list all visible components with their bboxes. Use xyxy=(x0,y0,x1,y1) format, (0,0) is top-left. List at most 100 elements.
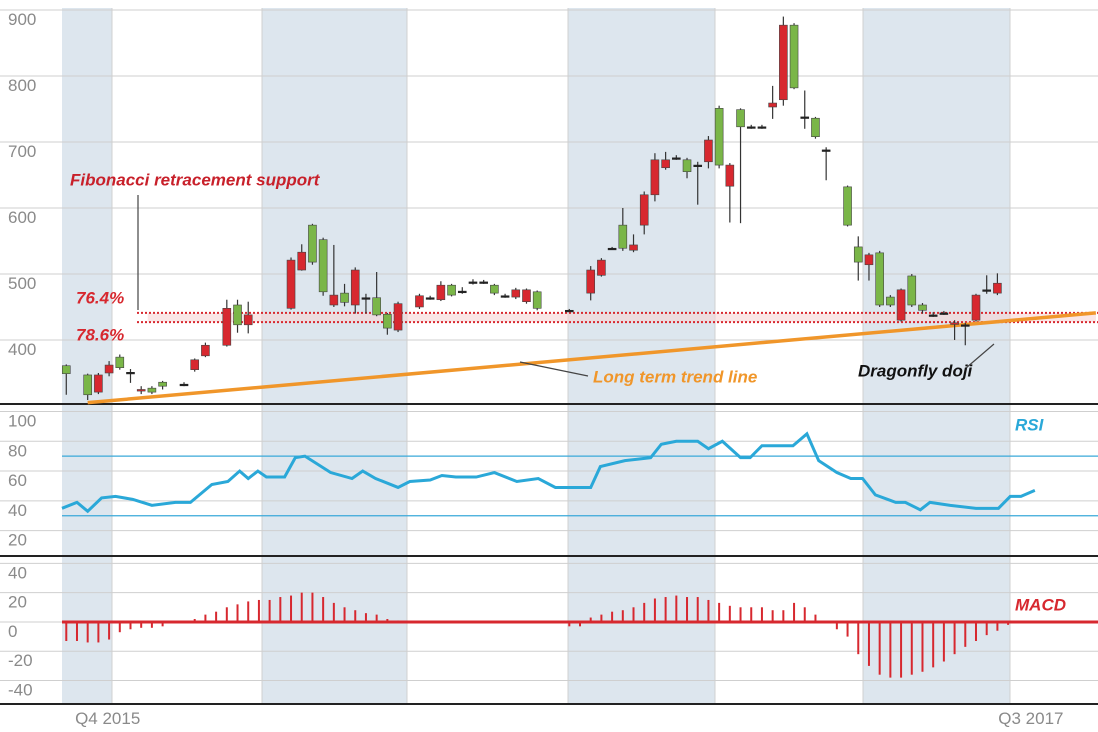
macd-bar xyxy=(364,613,367,622)
candle-body xyxy=(350,269,360,306)
macd-bar xyxy=(354,610,357,622)
macd-bar xyxy=(600,614,603,622)
candle-body xyxy=(179,383,189,387)
y-tick-label: -40 xyxy=(8,681,33,700)
candle-body xyxy=(661,159,670,169)
candle-body xyxy=(789,24,799,89)
macd-bar xyxy=(686,597,689,622)
candle-body xyxy=(800,116,810,119)
macd-bar xyxy=(343,607,346,622)
candle-body xyxy=(372,297,381,316)
candle-body xyxy=(243,314,253,326)
macd-bar xyxy=(632,607,635,622)
macd-bar xyxy=(664,597,667,622)
y-tick-label: 80 xyxy=(8,441,27,460)
macd-bar xyxy=(878,621,881,675)
macd-bar xyxy=(215,611,218,622)
macd-bar xyxy=(236,604,239,622)
macd-bar xyxy=(118,621,121,633)
candle-body xyxy=(104,364,114,374)
candle-body xyxy=(779,24,788,101)
candle-body xyxy=(907,275,917,306)
macd-bar xyxy=(279,597,282,622)
macd-bar xyxy=(161,621,164,627)
macd-bar xyxy=(290,595,293,622)
macd-bar xyxy=(150,621,153,628)
macd-bar xyxy=(247,601,250,622)
fib-level-label: 78.6% xyxy=(76,326,124,345)
candle-body xyxy=(928,314,938,317)
candle-body xyxy=(83,374,92,396)
y-tick-label: 400 xyxy=(8,340,36,359)
y-tick-label: 20 xyxy=(8,593,27,612)
macd-bar xyxy=(589,617,592,622)
candle-body xyxy=(383,313,392,329)
candle-body xyxy=(61,365,71,374)
macd-bar xyxy=(375,614,378,622)
candle-body xyxy=(950,322,959,325)
candle-body xyxy=(361,297,371,300)
candle-body xyxy=(918,304,927,311)
candle-body xyxy=(222,307,232,346)
candle-body xyxy=(115,356,125,369)
background xyxy=(62,8,1011,704)
candle-body xyxy=(843,186,852,226)
macd-bar xyxy=(653,598,656,622)
quarter-shade xyxy=(62,8,112,704)
macd-bar xyxy=(910,621,913,675)
macd-bar xyxy=(857,621,860,655)
macd-bar xyxy=(97,621,100,643)
macd-bar xyxy=(974,621,977,641)
y-tick-label: 60 xyxy=(8,471,27,490)
candle-body xyxy=(126,372,135,375)
candle-body xyxy=(511,289,521,298)
macd-bar xyxy=(108,621,111,640)
candle-body xyxy=(147,387,157,393)
candle-body xyxy=(233,304,242,326)
candle-body xyxy=(340,292,349,303)
candle-body xyxy=(586,269,596,294)
macd-bar xyxy=(782,610,785,622)
fib-level-label: 76.4% xyxy=(76,288,124,307)
candle-body xyxy=(286,259,296,309)
candle-body xyxy=(329,294,339,306)
candle-body xyxy=(136,389,146,392)
macd-bar xyxy=(964,621,967,647)
macd-bar xyxy=(86,621,89,643)
macd-bar xyxy=(322,597,325,622)
macd-bar xyxy=(760,607,763,622)
trend-label: Long term trend line xyxy=(593,367,757,386)
candle-body xyxy=(415,295,424,308)
candle-body xyxy=(532,291,542,309)
candle-body xyxy=(564,309,574,313)
x-tick-label: Q4 2015 xyxy=(75,709,140,728)
candle-body xyxy=(714,108,724,166)
macd-bar xyxy=(803,607,806,622)
macd-bar xyxy=(129,621,132,630)
macd-bar xyxy=(771,610,774,622)
candle-body xyxy=(853,246,863,263)
macd-bar xyxy=(611,611,614,622)
candle-body xyxy=(629,244,638,251)
candle-body xyxy=(725,164,735,187)
candle-body xyxy=(757,126,767,129)
quarter-shade xyxy=(568,8,715,704)
candle-body xyxy=(864,254,874,266)
macd-bar xyxy=(867,621,870,666)
macd-bar xyxy=(707,599,710,622)
candle-body xyxy=(811,117,820,138)
candle-body xyxy=(736,109,745,128)
macd-bar xyxy=(835,621,838,630)
candle-body xyxy=(821,149,831,152)
doji-label: Dragonfly doji xyxy=(858,361,974,380)
y-tick-label: 500 xyxy=(8,274,36,293)
macd-bar xyxy=(579,621,581,627)
candle-body xyxy=(768,102,777,108)
x-tick-label: Q3 2017 xyxy=(998,709,1063,728)
candle-body xyxy=(607,247,617,251)
macd-bar xyxy=(900,621,903,678)
candle-body xyxy=(939,312,949,315)
macd-bar xyxy=(728,605,731,622)
macd-bar xyxy=(268,599,271,622)
